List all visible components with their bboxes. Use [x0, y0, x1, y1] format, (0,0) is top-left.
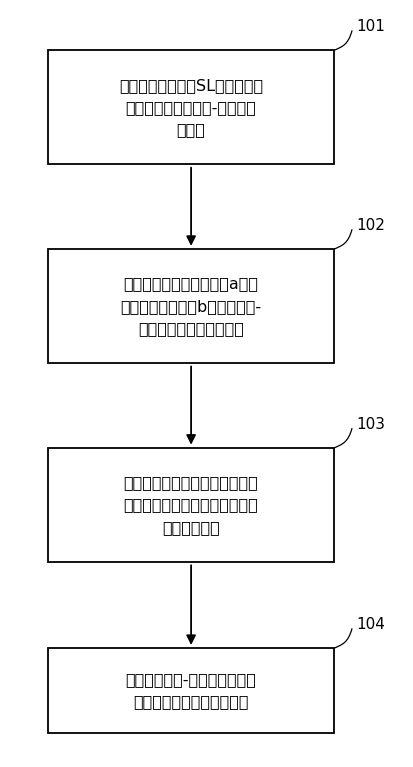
Text: 103: 103	[355, 416, 384, 432]
Text: 获取道路尘荷数据SL，道路扬尘
数据，建立道路扬尘-积尘时空
数据库: 获取道路尘荷数据SL，道路扬尘 数据，建立道路扬尘-积尘时空 数据库	[119, 77, 263, 137]
Text: 根据道路扬尘-积尘时空数据库
中的定位信息，确定污染源: 根据道路扬尘-积尘时空数据库 中的定位信息，确定污染源	[126, 672, 256, 709]
Text: 101: 101	[355, 19, 384, 34]
Bar	[48, 448, 333, 562]
Bar	[48, 51, 333, 164]
Text: 获取扬尘多通道粒径谱图a、积
尘多通道粒径谱图b，建立扬尘-
积尘粒径谱图时空数据库: 获取扬尘多通道粒径谱图a、积 尘多通道粒径谱图b，建立扬尘- 积尘粒径谱图时空数…	[120, 276, 261, 336]
Bar	[48, 249, 333, 364]
Bar	[48, 648, 333, 733]
Text: 104: 104	[355, 617, 384, 632]
Text: 判定道路积尘与扬尘相关性、扬
尘与扬尘总类型库相关性，推断
扬尘污染类型: 判定道路积尘与扬尘相关性、扬 尘与扬尘总类型库相关性，推断 扬尘污染类型	[123, 476, 258, 535]
Text: 102: 102	[355, 218, 384, 233]
